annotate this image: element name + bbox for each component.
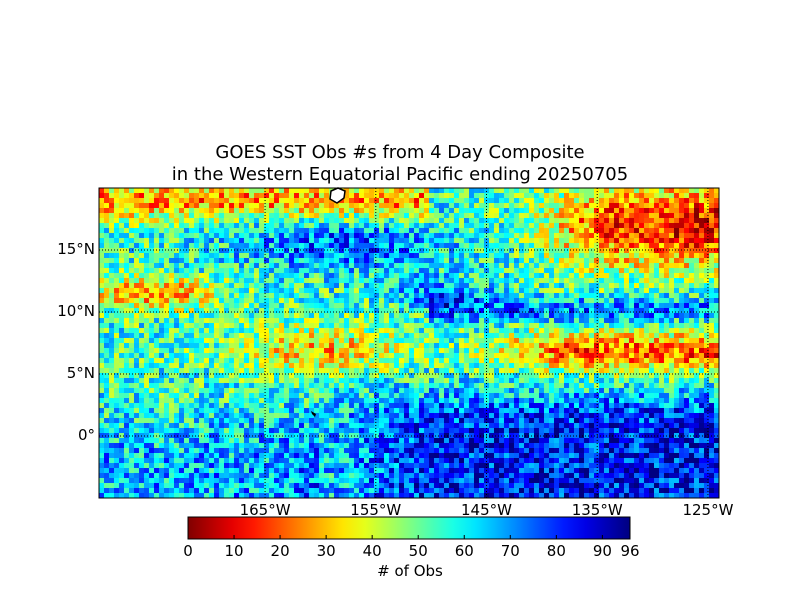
lon-tick-label: 155°W <box>348 501 404 519</box>
colorbar-tick-label: 30 <box>317 542 336 560</box>
lon-tick-label: 125°W <box>680 501 736 519</box>
colorbar <box>188 517 630 539</box>
lat-tick-label: 10°N <box>0 302 95 320</box>
sst-obs-field <box>99 188 720 499</box>
colorbar-tick-label: 10 <box>224 542 243 560</box>
colorbar-tick-label: 0 <box>183 542 193 560</box>
lat-tick-label: 0° <box>0 426 95 444</box>
colorbar-label: # of Obs <box>0 562 800 580</box>
colorbar-tick-label: 90 <box>593 542 612 560</box>
colorbar-tick-label: 40 <box>363 542 382 560</box>
colorbar-tick-label: 70 <box>501 542 520 560</box>
colorbar-tick-label: 20 <box>271 542 290 560</box>
lon-tick-label: 135°W <box>569 501 625 519</box>
colorbar-tick-label: 50 <box>409 542 428 560</box>
lat-tick-label: 15°N <box>0 240 95 258</box>
colorbar-tick-label: 60 <box>455 542 474 560</box>
colorbar-tick-label: 80 <box>547 542 566 560</box>
colorbar-tick-label: 96 <box>620 542 639 560</box>
lon-tick-label: 165°W <box>237 501 293 519</box>
lon-tick-label: 145°W <box>459 501 515 519</box>
lat-tick-label: 5°N <box>0 364 95 382</box>
